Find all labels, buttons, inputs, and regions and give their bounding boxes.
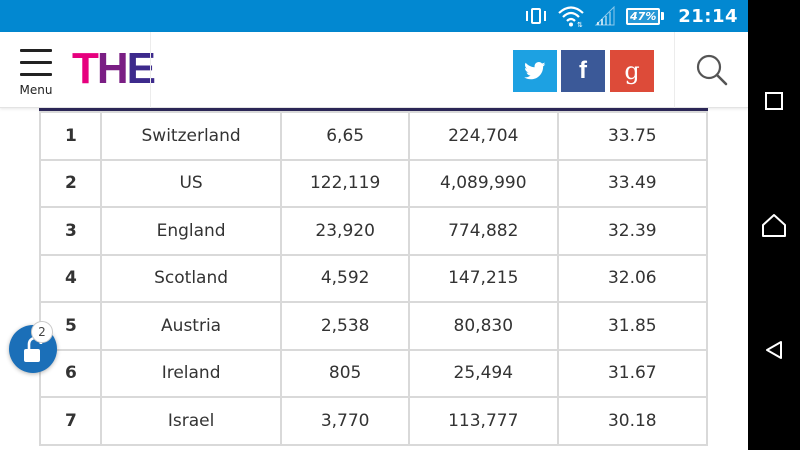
twitter-share-button[interactable] bbox=[513, 50, 557, 92]
header-divider bbox=[150, 32, 151, 108]
table-row: 7 Israel 3,770 113,777 30.18 bbox=[39, 396, 708, 446]
country-cell: Ireland bbox=[99, 348, 283, 398]
value-cell: 147,215 bbox=[407, 253, 559, 303]
value-cell: 805 bbox=[280, 348, 410, 398]
logo-letter-t: T bbox=[72, 44, 99, 93]
ranking-table: 1 Switzerland 6,65 224,704 33.75 2 US 122,119 4,… bbox=[39, 111, 708, 446]
score-cell: 31.67 bbox=[556, 348, 708, 398]
table-row: 2 US 122,119 4,089,990 33.49 bbox=[39, 158, 708, 208]
score-cell: 33.49 bbox=[556, 158, 708, 208]
table-row: 4 Scotland 4,592 147,215 32.06 bbox=[39, 253, 708, 303]
value-cell: 80,830 bbox=[407, 301, 559, 351]
status-bar: ⇅ 47% 21:14 bbox=[0, 0, 748, 32]
ranking-table-container[interactable]: 1 Switzerland 6,65 224,704 33.75 2 US 122,119 4,… bbox=[39, 108, 708, 450]
table-header-edge bbox=[39, 108, 708, 111]
header-divider bbox=[674, 32, 675, 108]
table-row: 3 England 23,920 774,882 32.39 bbox=[39, 206, 708, 256]
facebook-share-button[interactable]: f bbox=[561, 50, 605, 92]
logo-letter-h: H bbox=[96, 44, 129, 93]
country-cell: Scotland bbox=[99, 253, 283, 303]
search-button[interactable] bbox=[675, 32, 748, 108]
site-header: Menu T H E f g bbox=[0, 32, 748, 108]
logo-letter-e: E bbox=[126, 44, 156, 93]
table-row: 6 Ireland 805 25,494 31.67 bbox=[39, 348, 708, 398]
score-cell: 32.39 bbox=[556, 206, 708, 256]
back-button[interactable] bbox=[748, 324, 800, 376]
value-cell: 25,494 bbox=[407, 348, 559, 398]
rank-cell: 7 bbox=[39, 396, 102, 446]
back-icon bbox=[766, 341, 782, 359]
rank-cell: 1 bbox=[39, 111, 102, 161]
battery-level: 47% bbox=[626, 7, 661, 25]
search-icon bbox=[696, 54, 728, 86]
twitter-bird-icon bbox=[524, 62, 546, 80]
menu-label: Menu bbox=[19, 83, 53, 97]
value-cell: 122,119 bbox=[280, 158, 410, 208]
home-button[interactable] bbox=[748, 199, 800, 251]
value-cell: 4,089,990 bbox=[407, 158, 559, 208]
google-share-button[interactable]: g bbox=[610, 50, 654, 92]
wifi-icon: ⇅ bbox=[558, 6, 584, 27]
google-icon: g bbox=[624, 57, 640, 85]
svg-text:⇅: ⇅ bbox=[577, 21, 583, 27]
value-cell: 2,538 bbox=[280, 301, 410, 351]
recent-apps-button[interactable] bbox=[748, 75, 800, 127]
home-icon bbox=[762, 214, 786, 237]
navigation-bar bbox=[748, 0, 800, 450]
vibrate-icon bbox=[524, 6, 548, 26]
country-cell: Israel bbox=[99, 396, 283, 446]
facebook-icon: f bbox=[579, 57, 587, 84]
rank-cell: 4 bbox=[39, 253, 102, 303]
value-cell: 113,777 bbox=[407, 396, 559, 446]
score-cell: 31.85 bbox=[556, 301, 708, 351]
table-row: 5 Austria 2,538 80,830 31.85 bbox=[39, 301, 708, 351]
signal-icon bbox=[594, 6, 615, 26]
score-cell: 32.06 bbox=[556, 253, 708, 303]
value-cell: 4,592 bbox=[280, 253, 410, 303]
country-cell: US bbox=[99, 158, 283, 208]
table-row: 1 Switzerland 6,65 224,704 33.75 bbox=[39, 111, 708, 161]
value-cell: 774,882 bbox=[407, 206, 559, 256]
rank-cell: 2 bbox=[39, 158, 102, 208]
value-cell: 23,920 bbox=[280, 206, 410, 256]
value-cell: 224,704 bbox=[407, 111, 559, 161]
recent-apps-icon bbox=[765, 92, 783, 110]
status-clock: 21:14 bbox=[678, 5, 738, 27]
country-cell: Austria bbox=[99, 301, 283, 351]
battery-icon: 47% bbox=[626, 6, 665, 26]
country-cell: England bbox=[99, 206, 283, 256]
lock-count-badge: 2 bbox=[31, 321, 53, 343]
value-cell: 3,770 bbox=[280, 396, 410, 446]
the-logo[interactable]: T H E bbox=[72, 44, 156, 93]
rank-cell: 3 bbox=[39, 206, 102, 256]
value-cell: 6,65 bbox=[280, 111, 410, 161]
menu-button[interactable]: Menu bbox=[0, 32, 72, 108]
score-cell: 30.18 bbox=[556, 396, 708, 446]
score-cell: 33.75 bbox=[556, 111, 708, 161]
country-cell: Switzerland bbox=[99, 111, 283, 161]
